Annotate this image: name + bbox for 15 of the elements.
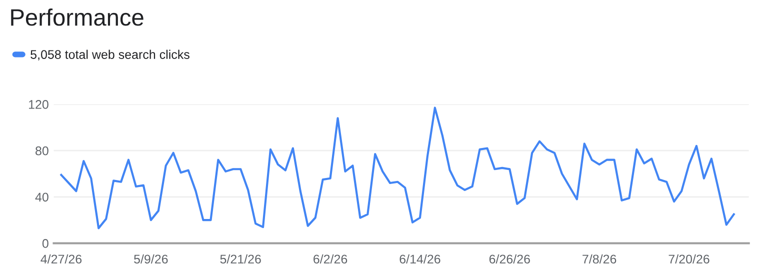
y-tick-label: 120 <box>29 100 48 109</box>
x-tick-label: 7/8/26 <box>582 254 616 264</box>
y-tick-label: 40 <box>35 192 48 202</box>
x-tick-label: 7/20/26 <box>668 254 710 264</box>
x-tick-label: 5/9/26 <box>134 254 168 264</box>
y-tick-label: 80 <box>36 146 48 156</box>
x-tick-label: 6/2/26 <box>314 254 348 264</box>
line-series <box>60 106 735 230</box>
x-tick-label: 6/14/26 <box>400 254 440 264</box>
chart-title: Performance <box>11 8 144 26</box>
legend-label: 5,058 total web search clicks <box>30 50 190 60</box>
x-tick-label: 5/21/26 <box>220 254 261 264</box>
x-tick-label: 4/27/26 <box>40 254 82 264</box>
x-tick-label: 6/26/26 <box>489 254 530 264</box>
y-tick-label: 0 <box>42 239 48 248</box>
